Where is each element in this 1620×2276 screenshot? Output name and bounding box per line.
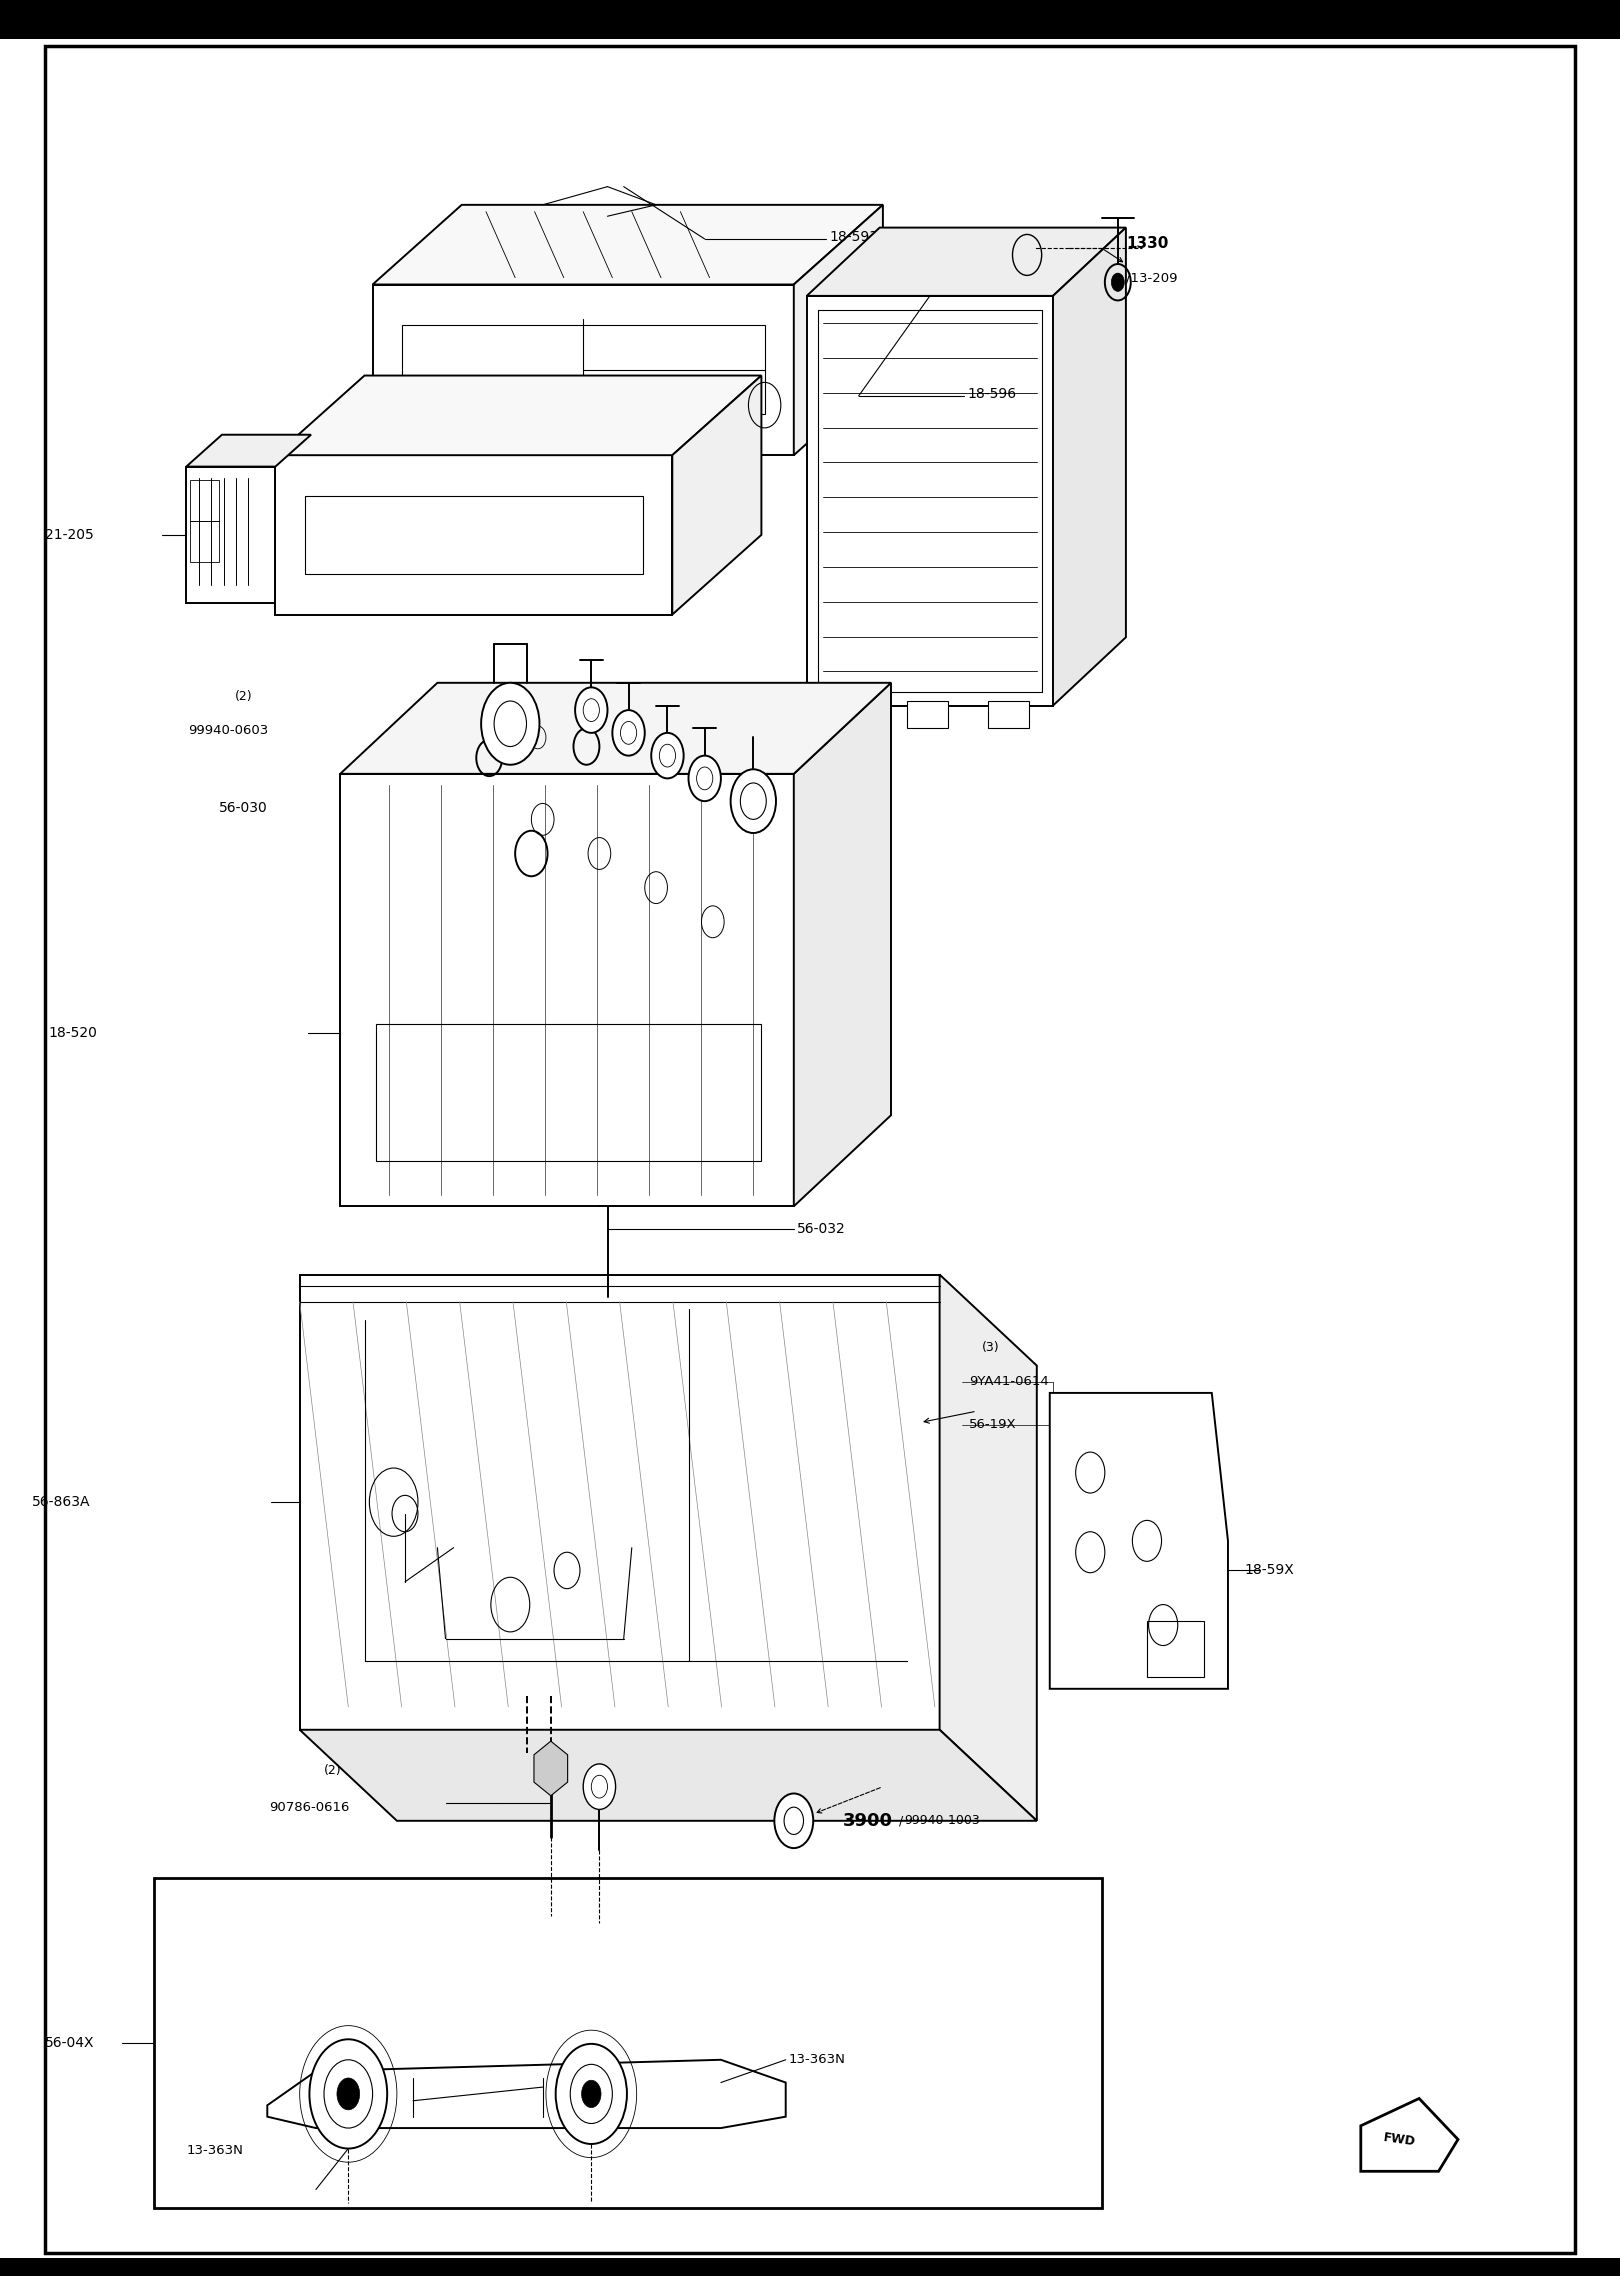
Text: 18-59X: 18-59X: [1244, 1564, 1294, 1577]
Bar: [0, 0, 1620, 39]
Polygon shape: [1053, 228, 1126, 706]
Polygon shape: [373, 205, 883, 284]
Text: 56-032: 56-032: [797, 1222, 846, 1236]
Text: (3): (3): [982, 1341, 1000, 1354]
Polygon shape: [186, 435, 311, 467]
Polygon shape: [842, 701, 883, 728]
Text: 90786-0616: 90786-0616: [269, 1800, 350, 1814]
Text: 56-04X: 56-04X: [45, 2035, 96, 2051]
Polygon shape: [807, 296, 1053, 706]
Polygon shape: [535, 1741, 567, 1796]
Polygon shape: [907, 701, 948, 728]
Polygon shape: [940, 1275, 1037, 1821]
Text: 18-593: 18-593: [829, 230, 878, 244]
Text: 9YA41-0614: 9YA41-0614: [969, 1375, 1048, 1388]
Text: (7801-): (7801-): [1069, 1418, 1115, 1432]
Circle shape: [481, 683, 539, 765]
Text: /13-209: /13-209: [1126, 271, 1178, 284]
Polygon shape: [340, 774, 794, 1206]
Polygon shape: [988, 701, 1029, 728]
Text: 3900: 3900: [842, 1812, 893, 1830]
Polygon shape: [267, 2060, 786, 2128]
Bar: [154, 1878, 1102, 2208]
Polygon shape: [300, 1275, 940, 1730]
Polygon shape: [794, 205, 883, 455]
Circle shape: [556, 2044, 627, 2144]
Polygon shape: [1050, 1393, 1228, 1689]
Text: FWD: FWD: [1383, 2130, 1416, 2149]
Bar: [0, 2258, 1620, 2276]
Text: 21-205: 21-205: [45, 528, 94, 542]
Polygon shape: [300, 1730, 1037, 1821]
Circle shape: [1111, 273, 1124, 291]
Circle shape: [575, 687, 608, 733]
Circle shape: [612, 710, 645, 756]
Text: 99940-1003: 99940-1003: [904, 1814, 980, 1828]
Polygon shape: [1361, 2098, 1458, 2171]
Text: 56-19X: 56-19X: [969, 1418, 1016, 1432]
Circle shape: [582, 2080, 601, 2108]
Polygon shape: [794, 683, 891, 1206]
Polygon shape: [340, 683, 891, 774]
Circle shape: [583, 1764, 616, 1809]
Circle shape: [774, 1793, 813, 1848]
Circle shape: [337, 2078, 360, 2110]
Circle shape: [731, 769, 776, 833]
Text: 18-596: 18-596: [967, 387, 1016, 401]
Text: (2): (2): [235, 690, 253, 703]
Polygon shape: [1147, 1621, 1204, 1677]
Circle shape: [651, 733, 684, 778]
Circle shape: [309, 2039, 387, 2149]
Text: 56-863A: 56-863A: [32, 1495, 91, 1509]
Polygon shape: [373, 284, 794, 455]
Text: 56-030: 56-030: [219, 801, 267, 815]
Text: 13-363N: 13-363N: [789, 2053, 846, 2067]
Polygon shape: [275, 376, 761, 455]
Text: (2): (2): [324, 1764, 342, 1778]
Text: 13-363N: 13-363N: [186, 2144, 243, 2158]
Circle shape: [688, 756, 721, 801]
Polygon shape: [807, 228, 1126, 296]
Text: /: /: [899, 1814, 904, 1828]
Polygon shape: [186, 467, 275, 603]
Polygon shape: [275, 455, 672, 615]
Text: 18-520: 18-520: [49, 1026, 97, 1040]
Text: 1330: 1330: [1126, 237, 1168, 250]
Text: 99940-0603: 99940-0603: [188, 724, 269, 737]
Polygon shape: [522, 710, 554, 765]
Polygon shape: [672, 376, 761, 615]
